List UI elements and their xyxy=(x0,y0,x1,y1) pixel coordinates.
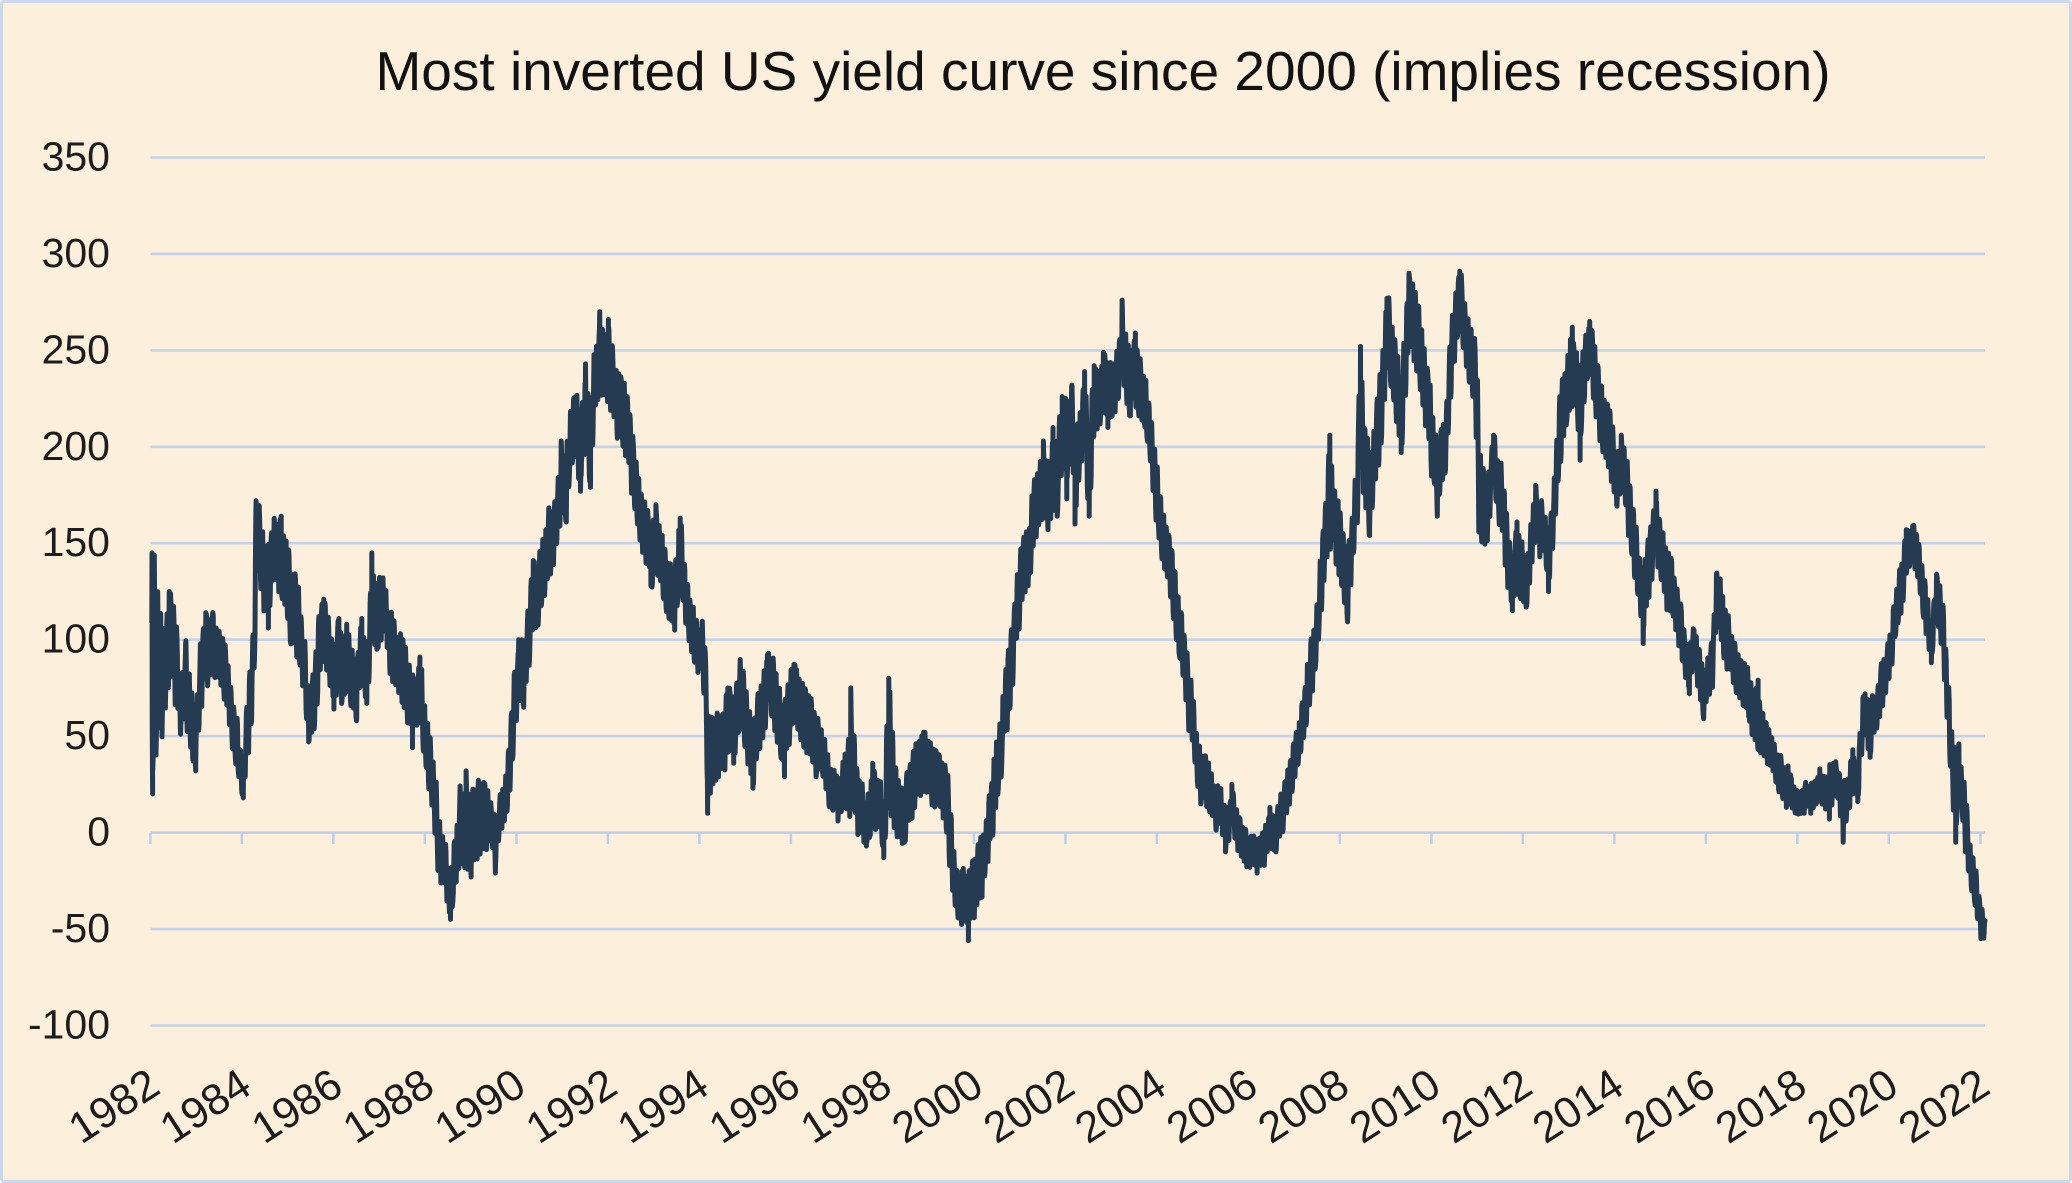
svg-text:250: 250 xyxy=(42,326,110,372)
svg-text:100: 100 xyxy=(42,616,110,662)
svg-text:300: 300 xyxy=(42,230,110,276)
svg-text:2022: 2022 xyxy=(1891,1060,1998,1153)
svg-text:350: 350 xyxy=(42,134,110,180)
svg-text:2018: 2018 xyxy=(1708,1060,1815,1153)
svg-text:0: 0 xyxy=(87,809,110,855)
svg-text:2020: 2020 xyxy=(1799,1060,1906,1153)
svg-text:50: 50 xyxy=(64,712,110,758)
svg-text:2004: 2004 xyxy=(1067,1060,1174,1153)
svg-text:2008: 2008 xyxy=(1250,1060,1357,1153)
svg-text:1984: 1984 xyxy=(152,1060,259,1153)
svg-text:2014: 2014 xyxy=(1525,1060,1632,1153)
svg-text:2006: 2006 xyxy=(1159,1060,1266,1153)
svg-text:Most inverted US yield curve s: Most inverted US yield curve since 2000 … xyxy=(375,40,1830,102)
svg-text:2002: 2002 xyxy=(976,1060,1083,1153)
svg-text:-100: -100 xyxy=(28,1002,110,1048)
svg-text:1992: 1992 xyxy=(518,1060,625,1153)
svg-text:1994: 1994 xyxy=(610,1060,717,1153)
svg-text:2012: 2012 xyxy=(1433,1060,1540,1153)
svg-text:1982: 1982 xyxy=(61,1060,168,1153)
svg-text:1986: 1986 xyxy=(244,1060,351,1153)
svg-text:200: 200 xyxy=(42,423,110,469)
svg-text:2010: 2010 xyxy=(1342,1060,1449,1153)
svg-text:150: 150 xyxy=(42,519,110,565)
svg-text:2016: 2016 xyxy=(1616,1060,1723,1153)
svg-text:1990: 1990 xyxy=(427,1060,534,1153)
svg-text:1988: 1988 xyxy=(335,1060,442,1153)
svg-text:1998: 1998 xyxy=(793,1060,900,1153)
svg-text:-50: -50 xyxy=(51,905,110,951)
svg-text:2000: 2000 xyxy=(884,1060,991,1153)
svg-text:1996: 1996 xyxy=(701,1060,808,1153)
